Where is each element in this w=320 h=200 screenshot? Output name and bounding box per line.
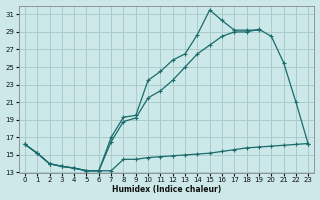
X-axis label: Humidex (Indice chaleur): Humidex (Indice chaleur): [112, 185, 221, 194]
